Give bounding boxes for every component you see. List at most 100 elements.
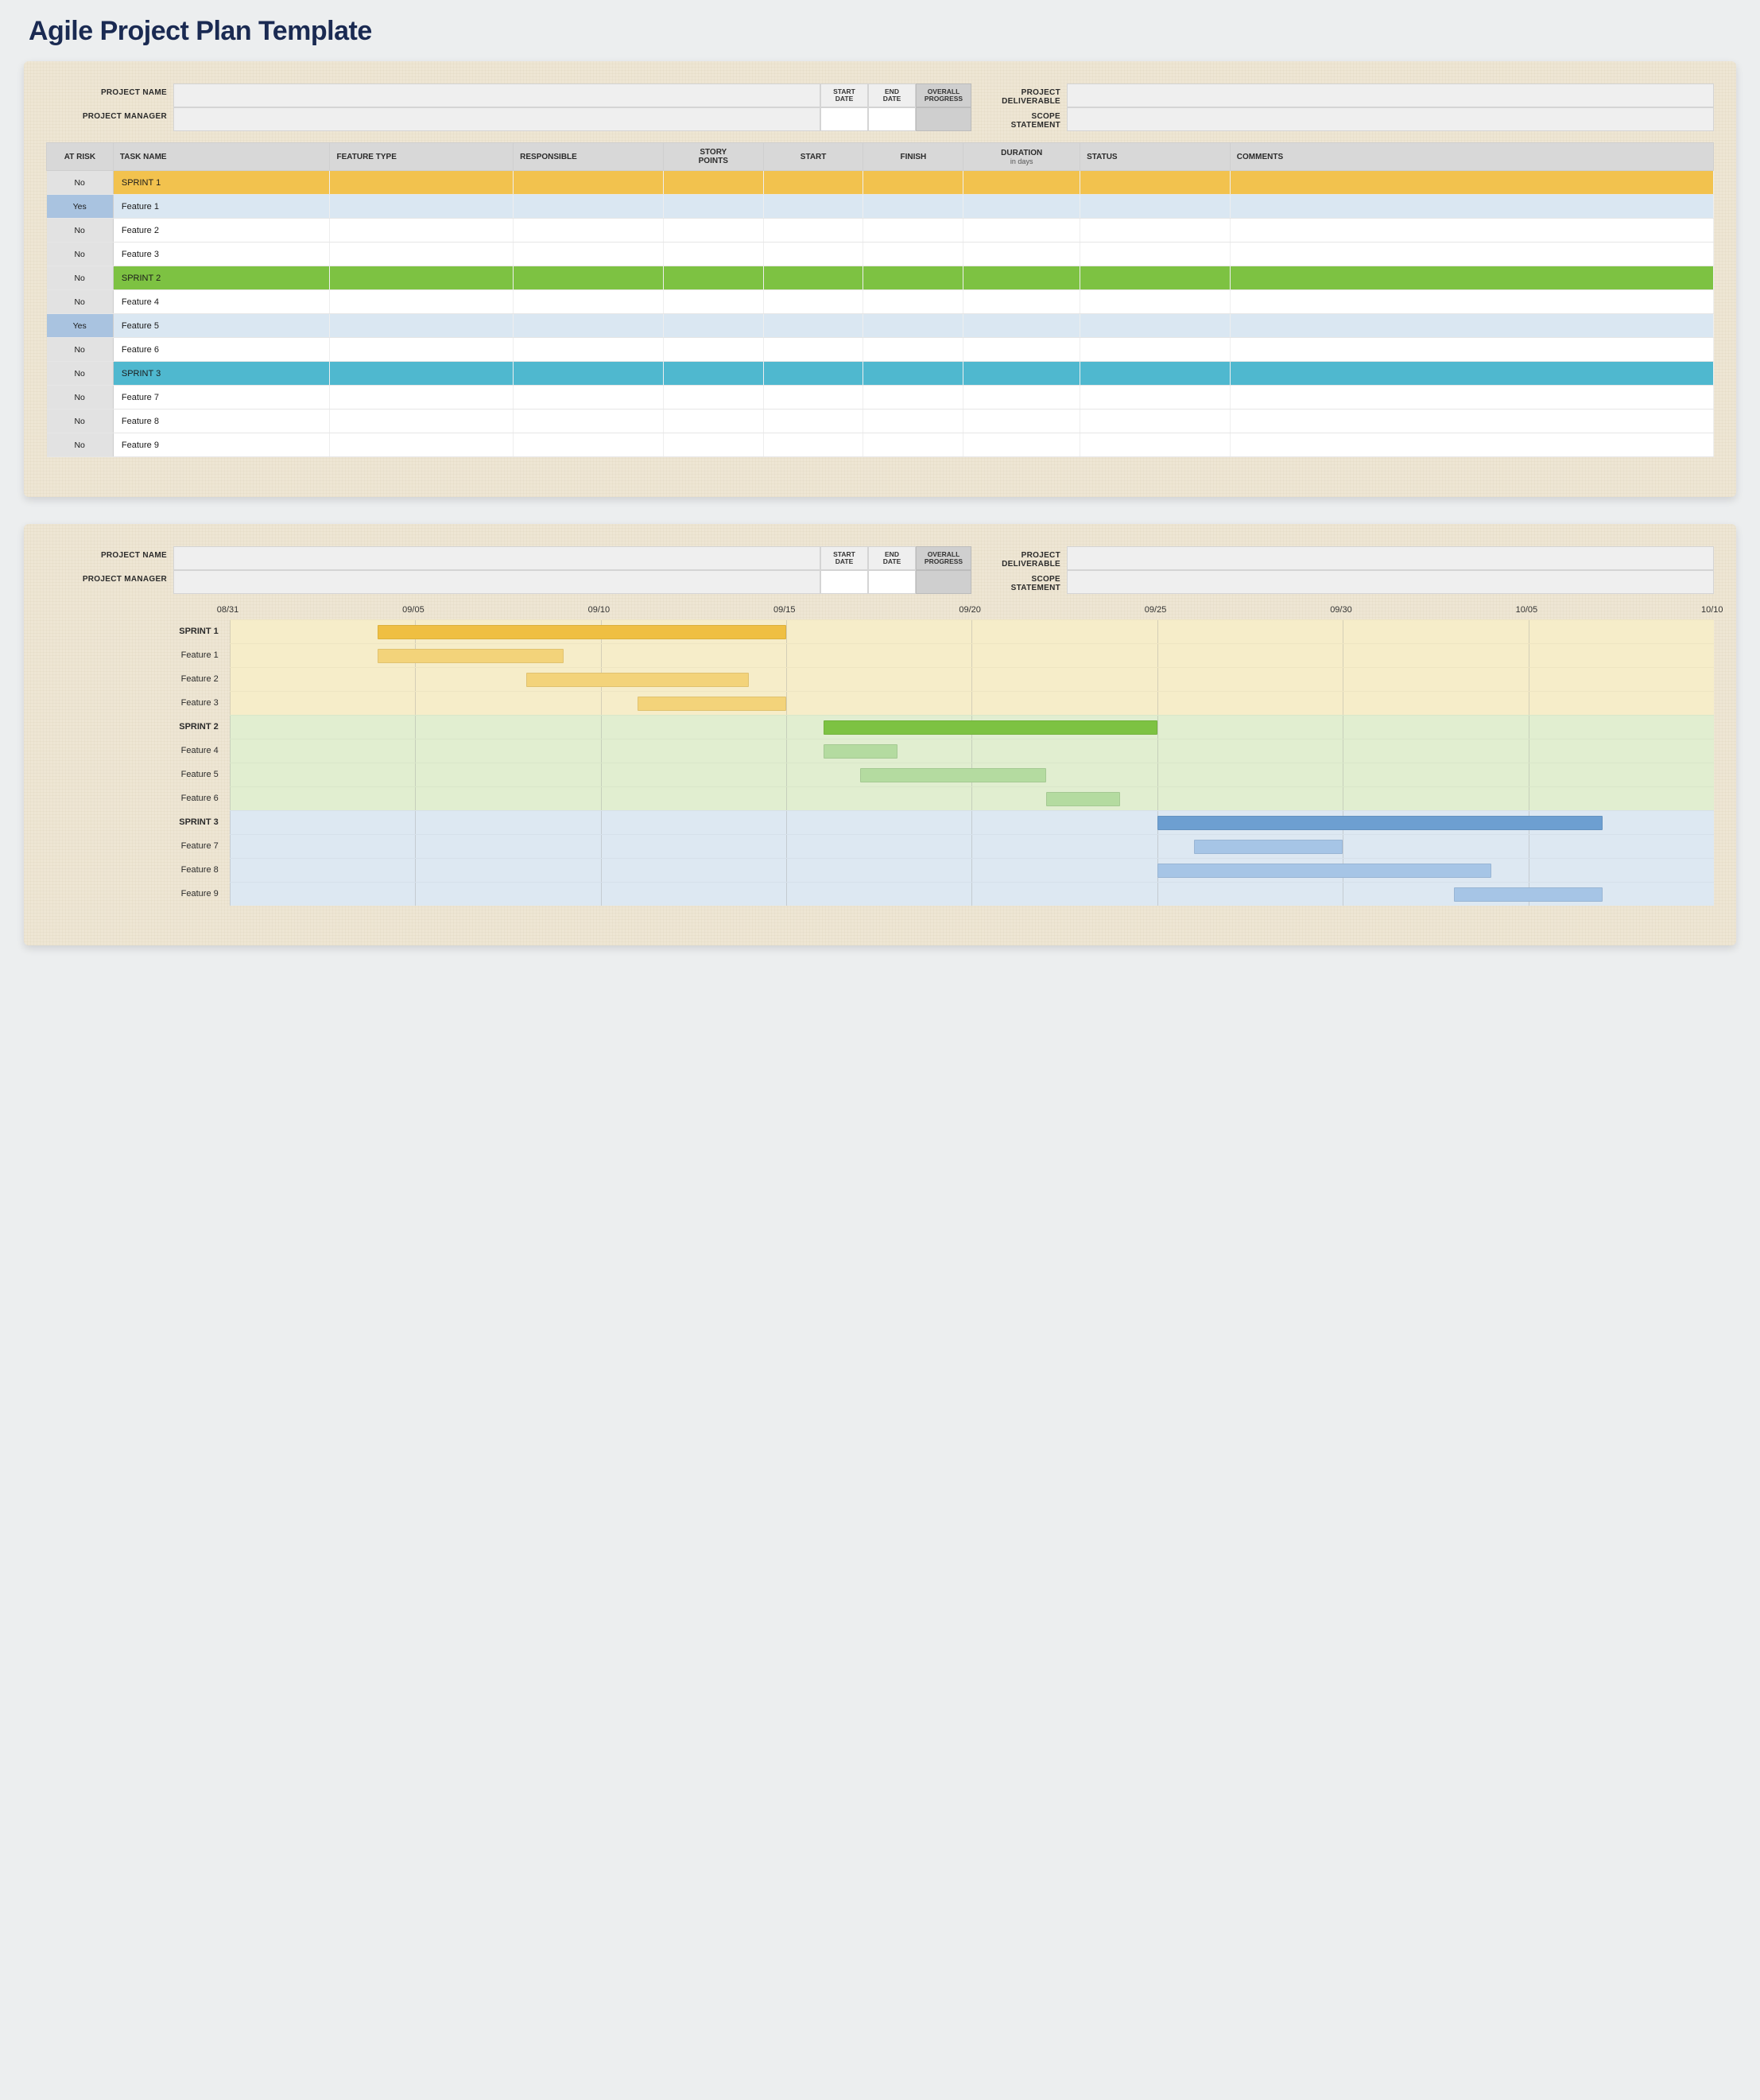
cell-at-risk[interactable]: Yes — [47, 195, 114, 219]
cell-empty[interactable] — [663, 290, 763, 314]
cell-empty[interactable] — [514, 362, 664, 386]
cell-empty[interactable] — [863, 433, 963, 457]
cell-empty[interactable] — [1230, 219, 1713, 243]
cell-empty[interactable] — [863, 266, 963, 290]
cell-empty[interactable] — [763, 314, 863, 338]
gantt-bar[interactable] — [526, 673, 749, 687]
field-project-manager[interactable] — [173, 570, 820, 594]
cell-at-risk[interactable]: No — [47, 171, 114, 195]
cell-empty[interactable] — [663, 386, 763, 410]
cell-empty[interactable] — [1080, 243, 1231, 266]
cell-empty[interactable] — [1230, 386, 1713, 410]
cell-empty[interactable] — [863, 219, 963, 243]
cell-empty[interactable] — [963, 171, 1080, 195]
cell-task-name[interactable]: Feature 4 — [113, 290, 330, 314]
cell-empty[interactable] — [763, 290, 863, 314]
cell-empty[interactable] — [663, 338, 763, 362]
cell-empty[interactable] — [763, 386, 863, 410]
cell-task-name[interactable]: Feature 6 — [113, 338, 330, 362]
gantt-bar[interactable] — [378, 625, 785, 639]
field-overall-progress[interactable] — [916, 107, 971, 131]
cell-task-name[interactable]: Feature 5 — [113, 314, 330, 338]
cell-task-name[interactable]: Feature 2 — [113, 219, 330, 243]
cell-at-risk[interactable]: No — [47, 338, 114, 362]
field-start-date[interactable] — [820, 570, 868, 594]
field-end-date[interactable] — [868, 107, 916, 131]
cell-empty[interactable] — [1230, 266, 1713, 290]
cell-empty[interactable] — [1080, 314, 1231, 338]
cell-task-name[interactable]: SPRINT 2 — [113, 266, 330, 290]
cell-empty[interactable] — [330, 290, 514, 314]
cell-empty[interactable] — [330, 314, 514, 338]
cell-empty[interactable] — [1080, 386, 1231, 410]
cell-empty[interactable] — [514, 171, 664, 195]
cell-empty[interactable] — [663, 219, 763, 243]
cell-empty[interactable] — [1080, 410, 1231, 433]
cell-task-name[interactable]: Feature 3 — [113, 243, 330, 266]
cell-empty[interactable] — [963, 290, 1080, 314]
gantt-bar[interactable] — [1046, 792, 1120, 806]
cell-empty[interactable] — [330, 195, 514, 219]
cell-empty[interactable] — [1080, 338, 1231, 362]
cell-empty[interactable] — [963, 362, 1080, 386]
field-scope-statement[interactable] — [1067, 107, 1714, 131]
cell-empty[interactable] — [963, 433, 1080, 457]
cell-empty[interactable] — [863, 243, 963, 266]
cell-empty[interactable] — [763, 362, 863, 386]
cell-empty[interactable] — [963, 219, 1080, 243]
cell-empty[interactable] — [763, 266, 863, 290]
gantt-bar[interactable] — [824, 744, 897, 759]
cell-at-risk[interactable]: No — [47, 243, 114, 266]
cell-empty[interactable] — [330, 243, 514, 266]
cell-empty[interactable] — [663, 433, 763, 457]
gantt-bar[interactable] — [638, 697, 786, 711]
cell-task-name[interactable]: Feature 8 — [113, 410, 330, 433]
cell-empty[interactable] — [1080, 219, 1231, 243]
cell-empty[interactable] — [763, 219, 863, 243]
cell-empty[interactable] — [330, 266, 514, 290]
cell-empty[interactable] — [514, 433, 664, 457]
cell-empty[interactable] — [863, 195, 963, 219]
gantt-bar[interactable] — [378, 649, 563, 663]
cell-at-risk[interactable]: No — [47, 219, 114, 243]
cell-task-name[interactable]: Feature 9 — [113, 433, 330, 457]
field-project-deliverable[interactable] — [1067, 546, 1714, 570]
cell-at-risk[interactable]: No — [47, 266, 114, 290]
cell-empty[interactable] — [663, 362, 763, 386]
cell-empty[interactable] — [663, 314, 763, 338]
cell-empty[interactable] — [330, 362, 514, 386]
gantt-bar[interactable] — [860, 768, 1045, 782]
cell-task-name[interactable]: SPRINT 3 — [113, 362, 330, 386]
gantt-bar[interactable] — [1454, 887, 1603, 902]
cell-empty[interactable] — [1230, 314, 1713, 338]
cell-empty[interactable] — [514, 243, 664, 266]
cell-empty[interactable] — [1230, 362, 1713, 386]
cell-at-risk[interactable]: No — [47, 290, 114, 314]
cell-at-risk[interactable]: No — [47, 410, 114, 433]
cell-empty[interactable] — [663, 171, 763, 195]
cell-empty[interactable] — [514, 410, 664, 433]
cell-empty[interactable] — [1080, 195, 1231, 219]
field-scope-statement[interactable] — [1067, 570, 1714, 594]
cell-empty[interactable] — [514, 338, 664, 362]
gantt-bar[interactable] — [1157, 816, 1603, 830]
cell-empty[interactable] — [863, 314, 963, 338]
cell-empty[interactable] — [963, 410, 1080, 433]
cell-empty[interactable] — [963, 243, 1080, 266]
cell-empty[interactable] — [330, 386, 514, 410]
cell-empty[interactable] — [863, 171, 963, 195]
cell-empty[interactable] — [963, 266, 1080, 290]
cell-empty[interactable] — [863, 386, 963, 410]
cell-at-risk[interactable]: No — [47, 386, 114, 410]
cell-empty[interactable] — [330, 338, 514, 362]
field-project-name[interactable] — [173, 83, 820, 107]
cell-empty[interactable] — [663, 266, 763, 290]
gantt-bar[interactable] — [1157, 864, 1491, 878]
field-project-deliverable[interactable] — [1067, 83, 1714, 107]
cell-empty[interactable] — [1230, 171, 1713, 195]
cell-empty[interactable] — [330, 171, 514, 195]
cell-empty[interactable] — [663, 410, 763, 433]
cell-empty[interactable] — [1230, 243, 1713, 266]
cell-empty[interactable] — [514, 386, 664, 410]
cell-empty[interactable] — [863, 410, 963, 433]
